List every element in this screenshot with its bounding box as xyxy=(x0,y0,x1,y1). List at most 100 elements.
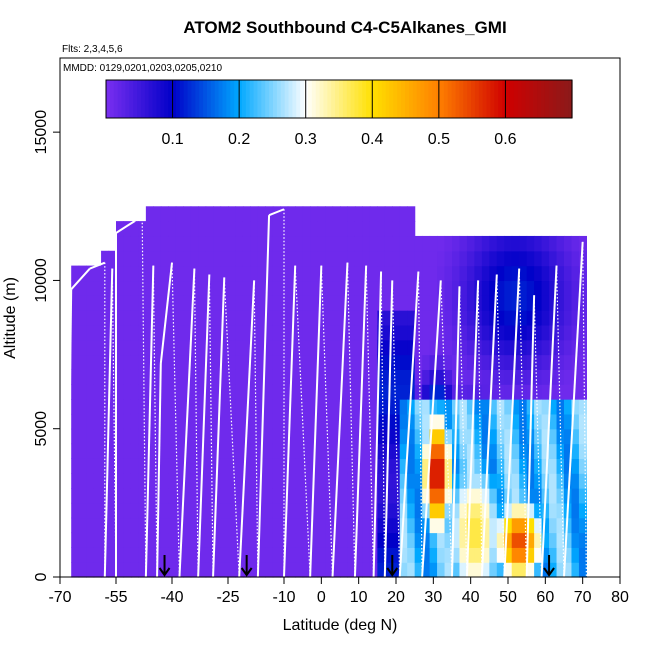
heatmap-cell-284 xyxy=(160,413,169,430)
track-segment-41 xyxy=(421,280,442,578)
heatmap-cell-487 xyxy=(220,369,229,385)
heatmap-cell-614 xyxy=(257,339,266,356)
heatmap-cell-514 xyxy=(228,339,237,356)
colorbar-tick-label-0: 0.1 xyxy=(161,131,183,148)
heatmap-cell-824 xyxy=(325,562,334,578)
heatmap-cell-797 xyxy=(310,221,319,237)
heatmap-cell-1083 xyxy=(399,428,408,445)
heatmap-cell-133 xyxy=(116,488,125,504)
heatmap-cell-1644 xyxy=(578,354,587,370)
track-segment-33 xyxy=(353,265,368,578)
heatmap-cell-1597 xyxy=(564,369,573,385)
heatmap-cell-919 xyxy=(347,265,356,282)
heatmap-cell-762 xyxy=(302,369,311,385)
heatmap-cell-386 xyxy=(190,384,199,400)
heatmap-cell-1142 xyxy=(414,295,423,311)
heatmap-cell-416 xyxy=(198,310,207,326)
heatmap-cell-483 xyxy=(220,428,229,445)
heatmap-cell-924 xyxy=(354,562,363,578)
track-segment-22 xyxy=(238,280,256,578)
heatmap-cell-1148 xyxy=(422,547,431,563)
x-tick-label-12: 70 xyxy=(574,589,592,606)
heatmap-cell-827 xyxy=(325,517,334,534)
heatmap-cell-1288 xyxy=(466,517,475,534)
track-segment-51 xyxy=(525,295,536,578)
heatmap-cell-927 xyxy=(354,517,363,534)
heatmap-cell-814 xyxy=(317,339,326,356)
heatmap-cell-334 xyxy=(175,413,184,430)
heatmap-cell-897 xyxy=(340,221,349,237)
heatmap-cell-1013 xyxy=(377,354,386,370)
heatmap-cell-460 xyxy=(213,399,222,415)
heatmap-cell-4 xyxy=(71,502,80,519)
heatmap-cell-244 xyxy=(145,265,154,282)
heatmap-cell-851 xyxy=(332,532,341,548)
heatmap-cell-1562 xyxy=(556,547,565,563)
colorbar-swatch-66 xyxy=(362,80,367,118)
heatmap-cell-1558 xyxy=(549,265,558,282)
heatmap-cell-1081 xyxy=(399,458,408,474)
heatmap-cell-863 xyxy=(332,354,341,370)
heatmap-cell-1342 xyxy=(481,399,490,415)
heatmap-cell-1027 xyxy=(384,517,393,534)
heatmap-cell-1085 xyxy=(399,399,408,415)
colorbar-swatch-23 xyxy=(195,80,200,118)
track-segment-19 xyxy=(208,274,214,578)
heatmap-cell-208 xyxy=(138,443,147,459)
heatmap-cell-1459 xyxy=(519,369,528,385)
heatmap-cell-733 xyxy=(295,428,304,445)
heatmap-cell-1442 xyxy=(511,280,520,296)
heatmap-cell-1309 xyxy=(474,547,483,563)
heatmap-cell-1167 xyxy=(422,265,431,282)
heatmap-cell-1526 xyxy=(541,399,550,415)
heatmap xyxy=(71,206,587,578)
heatmap-cell-956 xyxy=(362,458,371,474)
heatmap-cell-1623 xyxy=(571,324,580,341)
heatmap-cell-51 xyxy=(86,428,95,445)
heatmap-cell-1055 xyxy=(392,473,401,489)
heatmap-cell-113 xyxy=(108,458,117,474)
heatmap-cell-683 xyxy=(280,428,289,445)
heatmap-cell-1302 xyxy=(466,310,475,326)
heatmap-cell-1304 xyxy=(466,280,475,296)
heatmap-cell-1208 xyxy=(437,339,446,356)
heatmap-cell-640 xyxy=(265,324,274,341)
heatmap-cell-467 xyxy=(213,295,222,311)
heatmap-cell-1115 xyxy=(407,324,416,341)
heatmap-cell-105 xyxy=(101,250,110,267)
heatmap-cell-541 xyxy=(235,310,244,326)
heatmap-cell-177 xyxy=(130,547,139,563)
heatmap-cell-1221 xyxy=(444,488,453,504)
heatmap-cell-671 xyxy=(272,235,281,252)
heatmap-cell-510 xyxy=(228,399,237,415)
heatmap-cell-1172 xyxy=(429,532,438,548)
colorbar-swatch-1 xyxy=(109,80,115,118)
heatmap-cell-148 xyxy=(116,265,125,282)
heatmap-cell-1313 xyxy=(474,488,483,504)
heatmap-cell-300 xyxy=(168,547,177,563)
heatmap-cell-1363 xyxy=(489,428,498,445)
heatmap-cell-501 xyxy=(228,532,237,548)
heatmap-cell-1093 xyxy=(399,280,408,296)
heatmap-cell-472 xyxy=(213,221,222,237)
heatmap-cell-14 xyxy=(71,354,80,370)
heatmap-cell-1232 xyxy=(444,324,453,341)
heatmap-cell-816 xyxy=(317,310,326,326)
heatmap-cell-1101 xyxy=(407,532,416,548)
heatmap-cell-432 xyxy=(205,443,214,459)
heatmap-cell-1518 xyxy=(541,517,550,534)
heatmap-cell-168 xyxy=(123,324,132,341)
heatmap-cell-1238 xyxy=(444,235,453,252)
heatmap-cell-205 xyxy=(138,488,147,504)
heatmap-cell-703 xyxy=(287,502,296,519)
heatmap-cell-848 xyxy=(325,206,334,222)
heatmap-cell-908 xyxy=(347,428,356,445)
heatmap-cell-981 xyxy=(369,458,378,474)
heatmap-cell-1242 xyxy=(452,517,461,534)
heatmap-cell-1171 xyxy=(429,547,438,563)
colorbar-swatch-16 xyxy=(168,80,173,118)
heatmap-cell-880 xyxy=(340,473,349,489)
heatmap-cell-825 xyxy=(325,547,334,563)
heatmap-cell-107 xyxy=(108,547,117,563)
heatmap-cell-946 xyxy=(354,235,363,252)
